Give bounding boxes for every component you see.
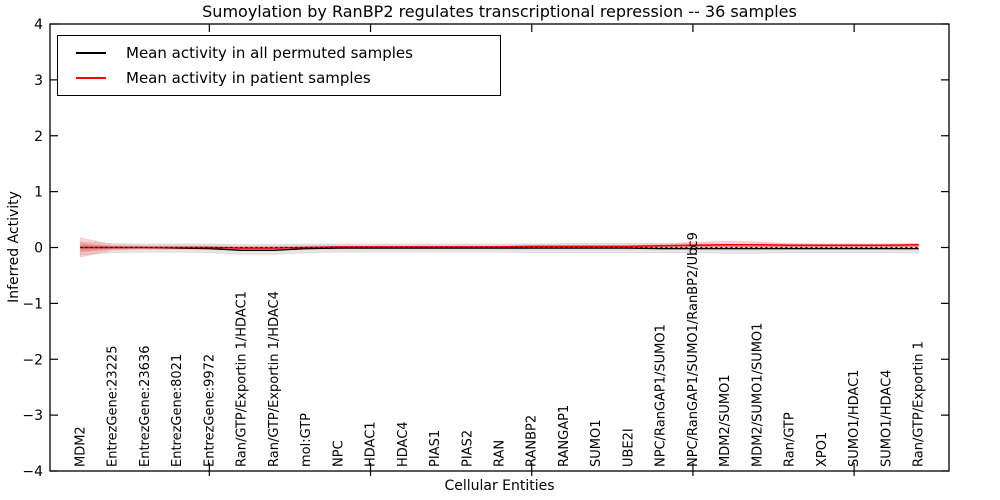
x-category-label: HDAC1: [364, 421, 379, 467]
legend-label: Mean activity in patient samples: [126, 69, 371, 88]
legend-entry: Mean activity in patient samples: [58, 69, 500, 87]
x-category-label: PIAS2: [460, 430, 475, 467]
legend-line-sample: [76, 77, 106, 80]
x-category-label: RANBP2: [525, 415, 540, 467]
x-category-label: XPO1: [815, 432, 830, 467]
y-tick-label: 1: [34, 185, 43, 201]
y-tick-label: 3: [34, 73, 43, 89]
x-category-label: NPC/RanGAP1/SUMO1: [654, 324, 669, 467]
x-category-label: EntrezGene:9972: [202, 354, 217, 467]
x-category-label: RAN: [493, 440, 508, 467]
y-tick-label: 2: [34, 129, 43, 145]
legend-line-sample: [76, 51, 106, 54]
permuted-mean-line: [80, 246, 919, 251]
x-category-label: EntrezGene:23225: [106, 346, 121, 467]
patient-mean-line: [80, 243, 919, 249]
x-category-label: MDM2: [73, 426, 88, 467]
y-axis-label: Inferred Activity: [6, 191, 22, 303]
x-category-label: EntrezGene:8021: [170, 354, 185, 467]
x-category-label: MDM2/SUMO1/SUMO1: [750, 323, 765, 467]
x-axis-label: Cellular Entities: [444, 478, 555, 494]
x-category-label: HDAC4: [396, 421, 411, 467]
chart-title: Sumoylation by RanBP2 regulates transcri…: [202, 2, 797, 21]
x-category-label: Ran/GTP/Exportin 1: [912, 341, 927, 467]
y-tick-label: −4: [22, 464, 43, 480]
x-category-label: Ran/GTP/Exportin 1/HDAC4: [267, 291, 282, 467]
y-tick-label: −2: [22, 352, 43, 368]
x-category-label: PIAS1: [428, 430, 443, 467]
x-category-label: UBE2I: [622, 428, 637, 467]
y-tick-label: 4: [34, 17, 43, 33]
x-category-label: SUMO1/HDAC1: [847, 370, 862, 467]
y-tick-label: −3: [22, 408, 43, 424]
y-tick-label: −1: [22, 296, 43, 312]
x-category-label: Ran/GTP: [783, 412, 798, 467]
legend-label: Mean activity in all permuted samples: [126, 43, 413, 62]
x-category-label: SUMO1/HDAC4: [879, 370, 894, 467]
x-category-label: MDM2/SUMO1: [718, 374, 733, 467]
x-category-label: mol:GTP: [299, 413, 314, 467]
y-tick-label: 0: [34, 241, 43, 257]
x-category-label: NPC/RanGAP1/SUMO1/RanBP2/Ubc9: [686, 232, 701, 467]
x-category-label: Ran/GTP/Exportin 1/HDAC1: [235, 291, 250, 467]
x-category-label: SUMO1: [589, 420, 604, 468]
legend-entry: Mean activity in all permuted samples: [58, 44, 500, 62]
x-category-label: EntrezGene:23636: [138, 346, 153, 467]
x-category-label: NPC: [331, 440, 346, 467]
x-category-label: RANGAP1: [557, 405, 572, 467]
legend: Mean activity in all permuted samples Mea…: [57, 35, 501, 96]
